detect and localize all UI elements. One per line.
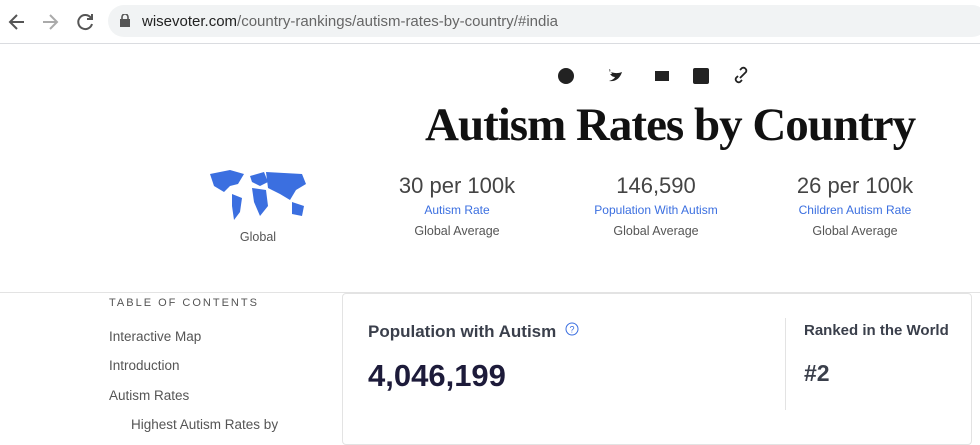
email-icon[interactable] bbox=[655, 71, 669, 81]
page-title: Autism Rates by Country bbox=[425, 99, 916, 151]
url-path: /country-rankings/autism-rates-by-countr… bbox=[237, 13, 559, 30]
stat-value: 146,590 bbox=[616, 173, 696, 198]
toc-item[interactable]: Introduction bbox=[109, 358, 180, 373]
browser-toolbar: wisevoter.com/country-rankings/autism-ra… bbox=[0, 0, 980, 44]
stat: 30 per 100k Autism Rate Global Average bbox=[357, 173, 557, 238]
stat-note: Global Average bbox=[414, 224, 500, 238]
address-bar[interactable]: wisevoter.com/country-rankings/autism-ra… bbox=[108, 5, 980, 37]
stat: 146,590 Population With Autism Global Aver… bbox=[556, 173, 756, 238]
toc-item[interactable]: Autism Rates bbox=[109, 388, 190, 403]
nav-buttons bbox=[8, 14, 93, 31]
world-map bbox=[210, 170, 306, 220]
share-icons bbox=[558, 66, 748, 84]
toc-item[interactable]: Highest Autism Rates by bbox=[131, 417, 279, 432]
card-value: 4,046,199 bbox=[368, 358, 506, 393]
stat-link[interactable]: Children Autism Rate bbox=[798, 203, 912, 217]
linkedin-icon[interactable] bbox=[693, 68, 709, 84]
card-title: Population with Autism bbox=[368, 322, 557, 341]
toc-item[interactable]: Interactive Map bbox=[109, 329, 202, 344]
reload-button[interactable] bbox=[77, 14, 93, 31]
stat: 26 per 100k Children Autism Rate Global Av… bbox=[755, 173, 955, 238]
url-domain: wisevoter.com bbox=[142, 13, 238, 30]
map-label: Global bbox=[239, 230, 277, 244]
stat-link[interactable]: Autism Rate bbox=[424, 203, 490, 217]
help-icon[interactable]: ? bbox=[565, 322, 579, 336]
facebook-icon[interactable] bbox=[558, 68, 574, 84]
stat-note: Global Average bbox=[613, 224, 699, 238]
card-divider bbox=[785, 318, 786, 410]
back-button[interactable] bbox=[8, 14, 24, 30]
stat-value: 30 per 100k bbox=[398, 173, 516, 198]
divider bbox=[0, 292, 980, 293]
rank-title: Ranked in the World bbox=[804, 322, 949, 339]
stat-link[interactable]: Population With Autism bbox=[594, 203, 718, 217]
stat-card: Population with Autism ? 4,046,199 Ranke… bbox=[342, 293, 972, 445]
toc-heading: TABLE OF CONTENTS bbox=[109, 297, 259, 309]
link-icon[interactable] bbox=[734, 66, 748, 84]
svg-text:?: ? bbox=[569, 325, 574, 335]
twitter-icon[interactable] bbox=[609, 69, 622, 82]
forward-button[interactable] bbox=[43, 14, 59, 30]
stat-note: Global Average bbox=[812, 224, 898, 238]
lock-icon bbox=[120, 14, 130, 27]
url-text: wisevoter.com/country-rankings/autism-ra… bbox=[142, 13, 558, 30]
rank-value: #2 bbox=[804, 360, 830, 386]
stat-value: 26 per 100k bbox=[796, 173, 914, 198]
